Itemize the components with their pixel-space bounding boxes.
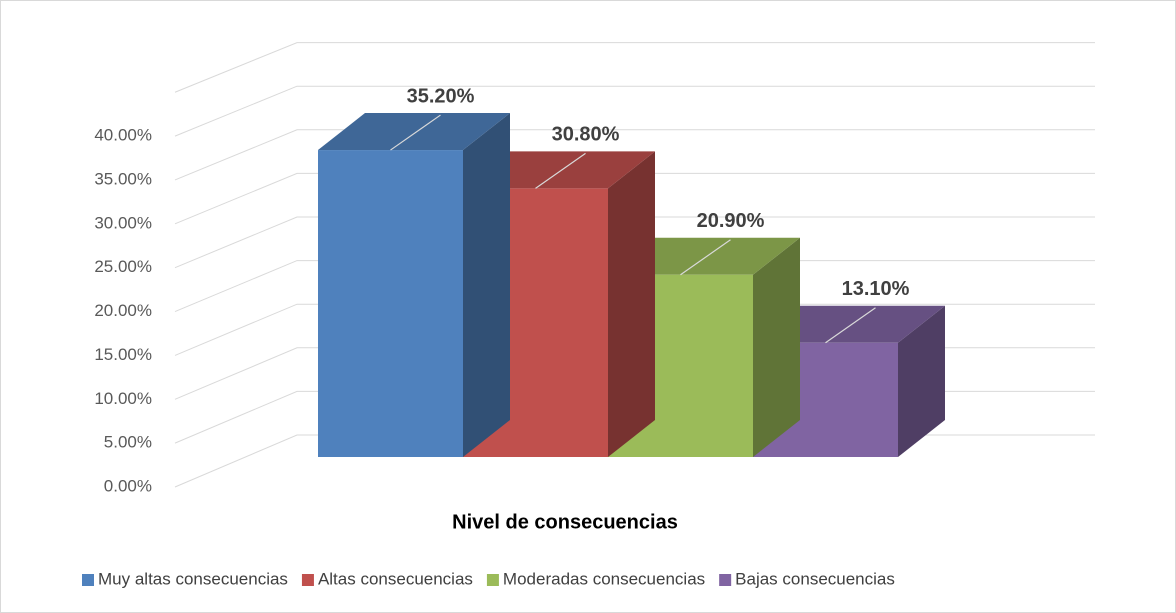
leader-line (680, 239, 731, 276)
grid-line (174, 85, 1095, 137)
leader-line (825, 307, 876, 344)
legend-label: Bajas consecuencias (735, 569, 895, 588)
data-label: 20.90% (697, 210, 765, 232)
bar-side (898, 305, 945, 457)
bar-top (608, 237, 800, 275)
bar-top (753, 305, 945, 343)
legend-label: Altas consecuencias (318, 569, 473, 588)
y-tick-label: 0.00% (104, 476, 152, 495)
bar (318, 150, 463, 457)
y-tick-label: 15.00% (94, 345, 152, 364)
bar-top (463, 151, 655, 189)
grid-line (174, 129, 1095, 181)
bar-top (318, 113, 510, 151)
grid-line (174, 303, 1095, 356)
y-tick-label: 5.00% (104, 433, 152, 452)
grid-line (174, 172, 1095, 225)
leader-line (535, 152, 586, 189)
leader-line (390, 114, 441, 151)
grid-line (174, 260, 1095, 313)
bar-side (608, 151, 655, 457)
data-label: 35.20% (407, 85, 475, 107)
legend-label: Moderadas consecuencias (503, 569, 705, 588)
legend-swatch (719, 574, 732, 586)
y-tick-label: 25.00% (94, 257, 152, 276)
data-label: 13.10% (842, 278, 910, 300)
y-tick-label: 10.00% (94, 389, 152, 408)
bar-side (753, 237, 800, 457)
data-label: 30.80% (552, 124, 620, 146)
y-tick-label: 30.00% (94, 213, 152, 232)
grid-line (174, 216, 1095, 269)
legend-swatch (486, 574, 499, 586)
legend-swatch (82, 574, 94, 586)
legend-swatch (301, 574, 314, 586)
y-tick-label: 40.00% (94, 126, 152, 145)
legend-label: Muy altas consecuencias (98, 569, 288, 588)
y-tick-label: 20.00% (94, 301, 152, 320)
x-axis-title: Nivel de consecuencias (452, 511, 678, 533)
wall-edge (174, 42, 1095, 93)
y-tick-label: 35.00% (94, 169, 152, 188)
bar-side (463, 113, 510, 457)
